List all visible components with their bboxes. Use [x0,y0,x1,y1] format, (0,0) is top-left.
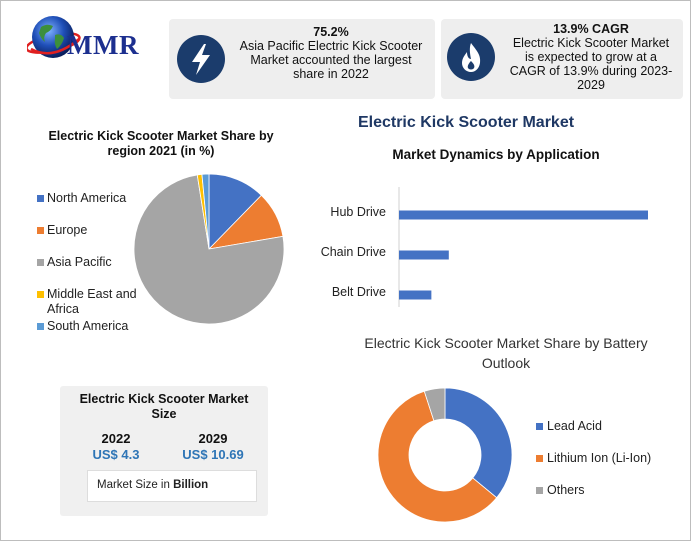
donut-slice-lead-acid [444,387,513,499]
legend-label: South America [47,319,129,333]
donut-slice-others [423,387,446,422]
market-size-note-unit: Billion [173,479,209,491]
market-size-value-2022: US$ 4.3 [92,447,140,462]
pie-slice-north-america [208,173,262,250]
legend-swatch [536,487,543,494]
donut-slice-lithium-ion-li-ion [377,390,498,523]
market-size-title: Electric Kick Scooter Market Size [60,392,268,422]
mmr-logo: MMR [27,11,157,71]
market-size-note: Market Size in Billion [97,479,208,491]
main-title: Electric Kick Scooter Market [357,114,575,131]
market-size-year-2022: 2022 [101,431,131,446]
market-size-note-box [87,470,257,502]
application-chart-title: Market Dynamics by Application [392,147,600,162]
bar-category-label: Hub Drive [330,205,386,219]
stat2-text: 13.9% CAGR Electric Kick Scooter Market … [501,22,681,92]
stat2-line: Electric Kick Scooter Market [512,36,670,50]
market-size-title-line: Size [151,407,177,421]
bar-hub-drive [399,210,648,220]
globe-icon [27,16,81,58]
stat2-line: CAGR of 13.9% during 2023- [509,64,673,78]
legend-swatch [37,195,44,202]
region-pie-chart [133,173,285,325]
stat-box-share: 75.2% Asia Pacific Electric Kick Scooter… [169,19,435,99]
bar-chain-drive [399,250,449,260]
stat2-line: 2029 [577,78,605,92]
battery-chart-title: Electric Kick Scooter Market Share by Ba… [364,335,648,371]
bar-belt-drive [399,290,432,300]
bar-category-label: Chain Drive [321,245,386,259]
legend-swatch [536,423,543,430]
stat1-line: share in 2022 [293,67,369,81]
flame-icon [447,33,495,81]
legend-label: North America [47,191,127,205]
pie-slice-asia-pacific [133,174,285,325]
application-bar-chart: Hub Drive Chain Drive Belt Drive [321,187,648,307]
market-size-year-2029: 2029 [198,431,228,446]
legend-label: Asia Pacific [47,255,112,269]
legend-label: Lead Acid [547,419,602,433]
battery-donut-chart [377,387,513,523]
legend-label: Others [547,483,585,497]
market-size-note-prefix: Market Size in [97,479,174,491]
stat1-value: 75.2% [313,25,349,39]
logo-text: MMR [67,30,139,60]
stat1-text: 75.2% Asia Pacific Electric Kick Scooter… [227,25,435,81]
stat2-line: is expected to grow at a [524,50,658,64]
legend-swatch [37,259,44,266]
stat1-line: Market accounted the largest [250,53,412,67]
legend-swatch [37,291,44,298]
pie-slice-south-america [201,173,210,250]
lightning-bolt-icon [177,35,225,83]
bar-category-label: Belt Drive [332,285,386,299]
stat-box-cagr: 13.9% CAGR Electric Kick Scooter Market … [441,19,683,99]
legend-label: Europe [47,223,88,237]
legend-swatch [37,323,44,330]
region-chart-title: Electric Kick Scooter Market Share by re… [48,129,274,158]
legend-label: Middle East and Africa [47,287,137,316]
legend-swatch [536,455,543,462]
market-size-value-2029: US$ 10.69 [182,447,244,462]
stat2-value: 13.9% CAGR [553,22,629,36]
market-size-title-line: Electric Kick Scooter Market [79,392,249,406]
legend-label: Lithium Ion (Li-Ion) [547,451,652,465]
legend-swatch [37,227,44,234]
stat1-line: Asia Pacific Electric Kick Scooter [239,39,423,53]
